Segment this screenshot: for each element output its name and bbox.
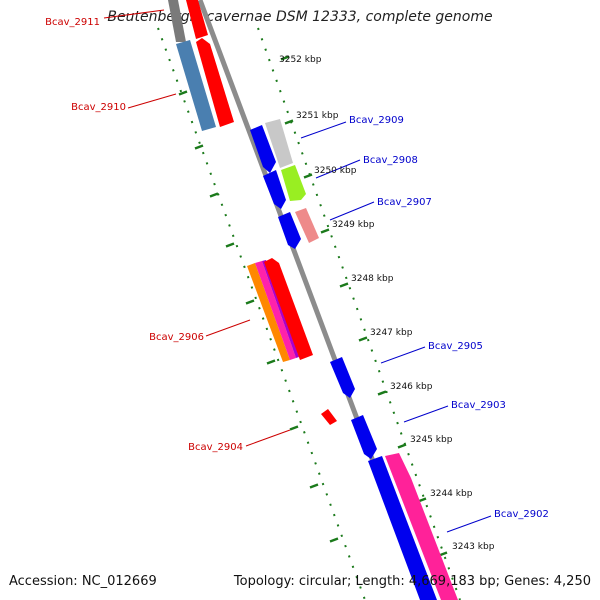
gene-feature-bcav-2911-gray[interactable]: [168, 0, 186, 42]
gene-label-bcav-2909[interactable]: Bcav_2909: [349, 115, 404, 126]
accession-text: Accession: NC_012669: [9, 574, 157, 589]
gene-label-bcav-2908[interactable]: Bcav_2908: [363, 155, 418, 166]
outer-tick-mark: [358, 336, 368, 342]
tick-label: 3243 kbp: [452, 542, 495, 552]
gene-label-bcav-2906[interactable]: Bcav_2906: [149, 332, 204, 343]
gene-feature-bcav-2906-stripe-pink[interactable]: [255, 261, 296, 360]
gene-feature-bcav-2910[interactable]: [196, 38, 234, 127]
gene-label-bcav-2910[interactable]: Bcav_2910: [71, 102, 126, 113]
label-callouts: [103, 9, 492, 533]
gene-feature-bcav-2909-gray[interactable]: [265, 119, 293, 168]
gene-feature-bcav-2908[interactable]: [263, 170, 286, 209]
gene-features: [168, 0, 458, 600]
tick-label: 3249 kbp: [332, 220, 375, 230]
inner-tick-mark: [266, 359, 276, 365]
outer-tick-mark: [377, 390, 387, 396]
gene-feature-bcav-2908-green[interactable]: [281, 165, 306, 201]
outer-tick-mark: [284, 119, 294, 125]
gene-feature-bcav-2911[interactable]: [186, 0, 208, 39]
inner-tick-mark: [329, 537, 339, 543]
gene-label-bcav-2905[interactable]: Bcav_2905: [428, 341, 483, 352]
gene-label-bcav-2904[interactable]: Bcav_2904: [188, 442, 243, 453]
inner-tick-mark: [225, 242, 235, 248]
gene-feature-bcav-2906-stripe-orange[interactable]: [247, 263, 290, 362]
gene-feature-bcav-2905[interactable]: [330, 357, 355, 398]
outer-tick-mark: [320, 228, 330, 234]
genome-summary-text: Topology: circular; Length: 4,669,183 bp…: [233, 574, 591, 589]
tick-label: 3250 kbp: [314, 166, 357, 176]
tick-label: 3251 kbp: [296, 111, 339, 121]
tick-label: 3252 kbp: [279, 55, 322, 65]
gene-feature-bcav-2907[interactable]: [278, 212, 301, 249]
gene-label-bcav-2902[interactable]: Bcav_2902: [494, 509, 549, 520]
gene-feature-bcav-2904[interactable]: [321, 409, 337, 425]
tick-label: 3245 kbp: [410, 435, 453, 445]
gene-feature-bcav-2902[interactable]: [368, 456, 437, 600]
gene-feature-bcav-2907-pink[interactable]: [295, 208, 319, 243]
inner-tick-mark: [209, 192, 219, 198]
gene-feature-bcav-2906[interactable]: [264, 258, 313, 360]
gene-feature-bcav-2902-magenta[interactable]: [385, 453, 458, 600]
gene-labels: Bcav_2911 Bcav_2910 Bcav_2909 Bcav_2908 …: [45, 17, 549, 520]
outer-tick-mark: [303, 173, 313, 179]
outer-tick-mark: [339, 282, 349, 288]
inner-tick-mark: [178, 90, 188, 96]
gene-feature-bcav-2910-steel[interactable]: [176, 40, 216, 131]
gene-label-bcav-2911[interactable]: Bcav_2911: [45, 17, 100, 28]
inner-tick-mark: [309, 483, 319, 489]
gene-label-bcav-2907[interactable]: Bcav_2907: [377, 197, 432, 208]
gene-feature-bcav-2909[interactable]: [250, 125, 276, 173]
inner-tick-mark: [245, 299, 255, 305]
tick-label: 3246 kbp: [390, 382, 433, 392]
gene-label-bcav-2903[interactable]: Bcav_2903: [451, 400, 506, 411]
tick-label: 3247 kbp: [370, 328, 413, 338]
tick-labels: 3252 kbp 3251 kbp 3250 kbp 3249 kbp 3248…: [279, 55, 495, 552]
inner-ruler-line: [157, 27, 366, 600]
outer-tick-mark: [397, 443, 407, 449]
gene-feature-bcav-2903[interactable]: [351, 415, 377, 459]
inner-tick-mark: [194, 144, 204, 150]
outer-tick-mark: [280, 55, 290, 61]
tick-label: 3248 kbp: [351, 274, 394, 284]
tick-label: 3244 kbp: [430, 489, 473, 499]
inner-tick-mark: [289, 425, 299, 431]
gene-feature-bcav-2906-stripe-purple[interactable]: [262, 260, 299, 358]
